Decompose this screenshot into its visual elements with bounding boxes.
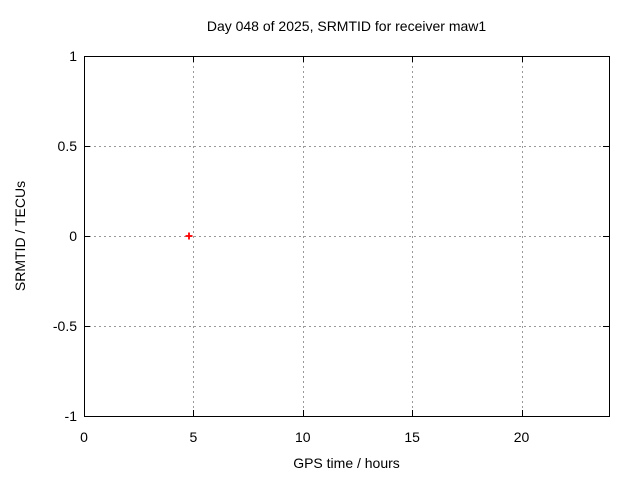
y-tick-label: -1 xyxy=(64,408,77,424)
x-axis-label: GPS time / hours xyxy=(293,455,400,471)
x-tick-label: 0 xyxy=(80,429,88,445)
x-tick-label: 15 xyxy=(404,429,420,445)
y-tick-label: 0.5 xyxy=(57,138,77,154)
plot-border xyxy=(84,56,610,417)
x-tick-label: 5 xyxy=(189,429,198,445)
y-tick-label: 0 xyxy=(69,228,77,244)
y-tick-label: -0.5 xyxy=(52,318,77,334)
x-tick-label: 10 xyxy=(294,429,311,445)
y-tick-label: 1 xyxy=(69,48,77,64)
x-tick-label: 20 xyxy=(513,429,530,445)
chart-title: Day 048 of 2025, SRMTID for receiver maw… xyxy=(206,18,487,34)
